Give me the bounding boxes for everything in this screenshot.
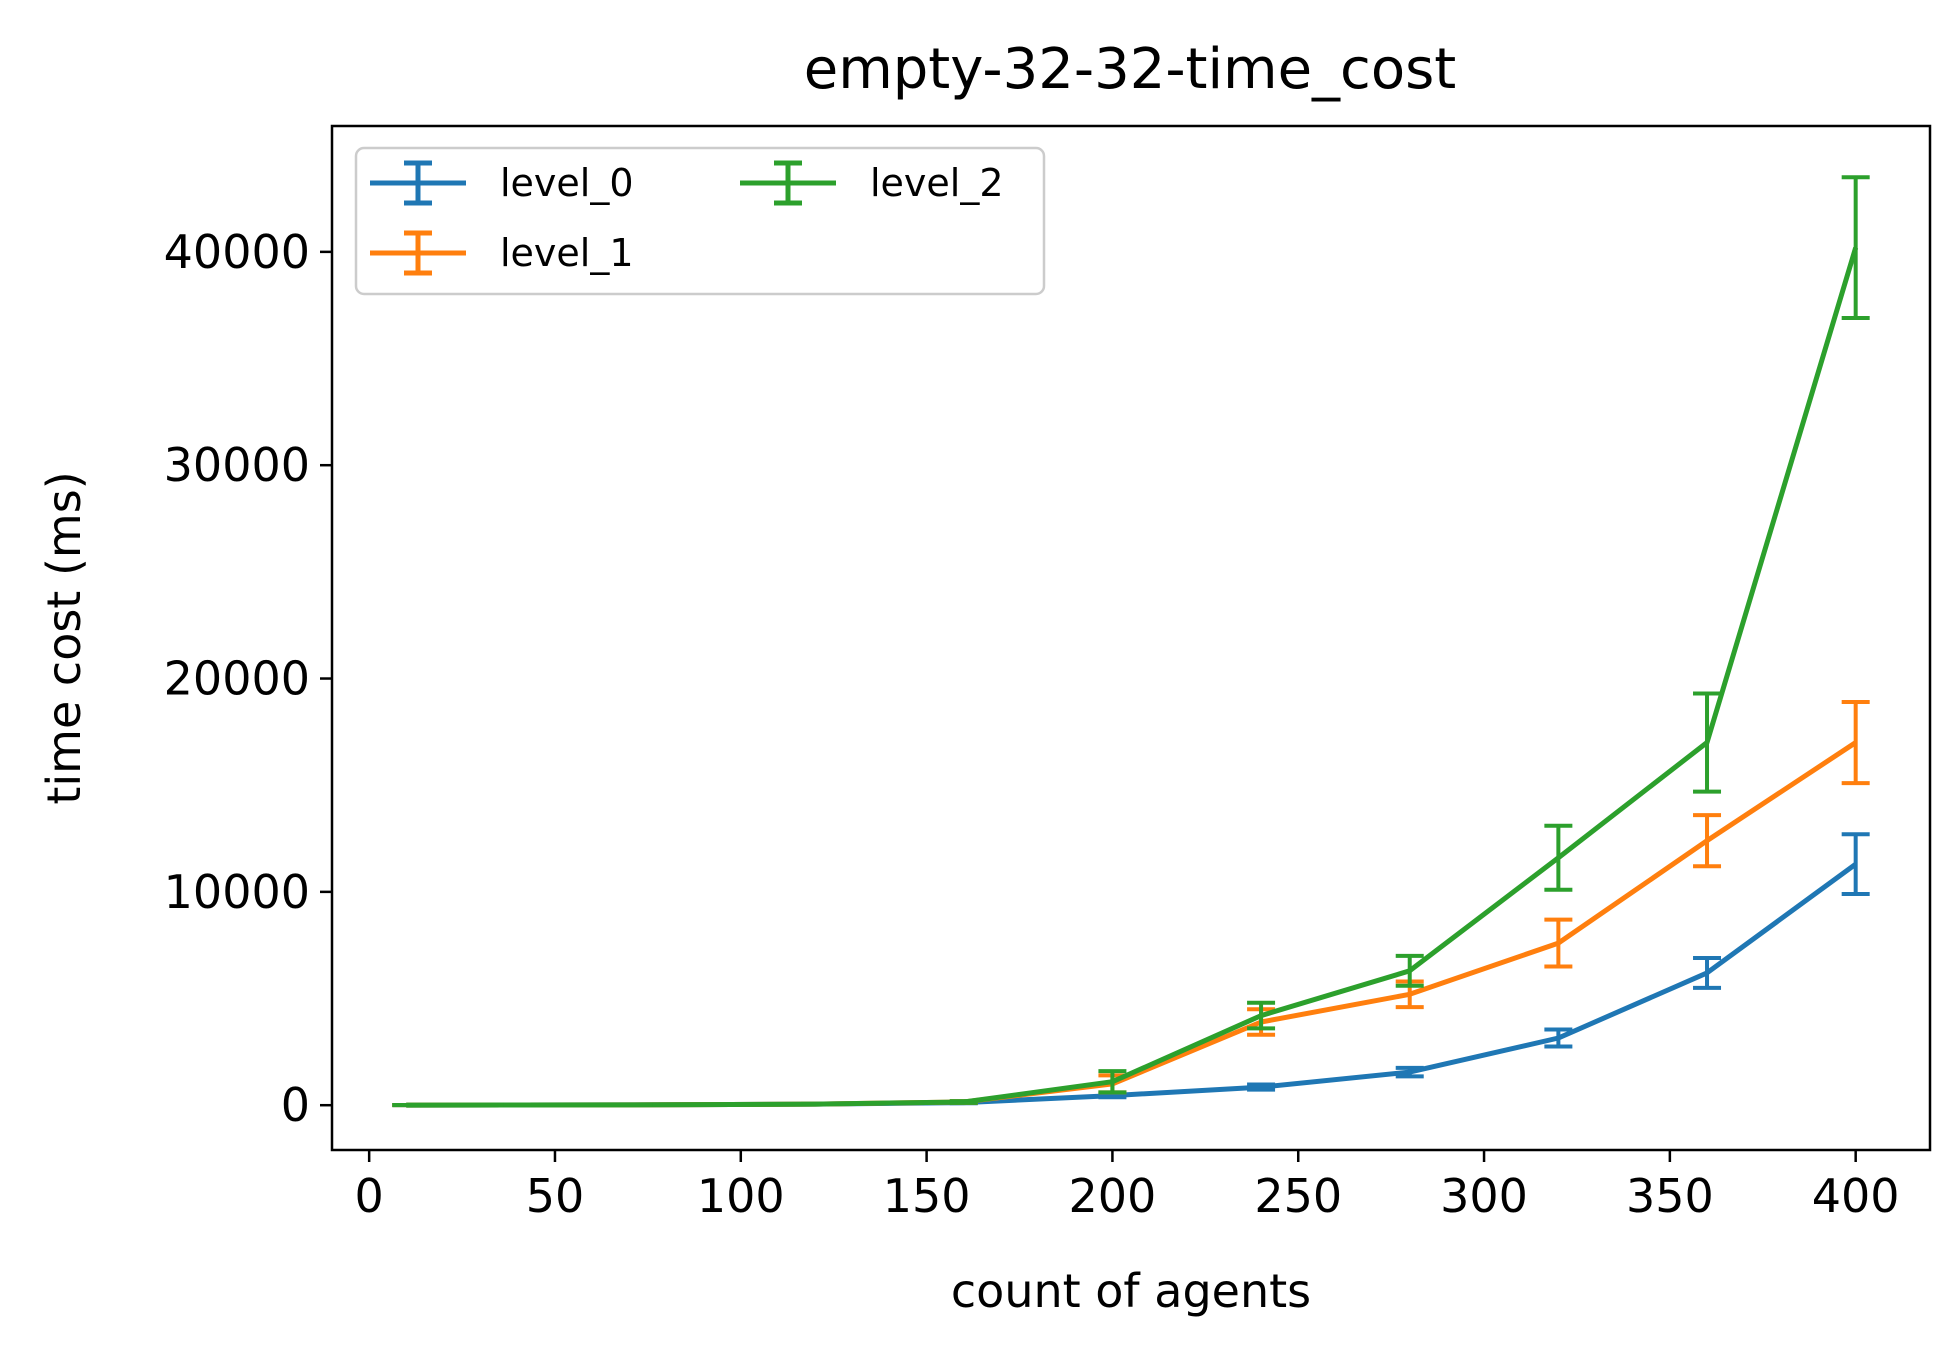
error-bar-level-0 (1693, 956, 1722, 990)
x-tick-label: 300 (1440, 1169, 1528, 1223)
error-bar-level-2 (1544, 823, 1573, 892)
error-bar-level-0 (1098, 1091, 1127, 1100)
error-bar-level-0 (1841, 832, 1870, 896)
legend-entry-level-2: level_2 (740, 160, 1004, 206)
y-tick-label: 30000 (164, 438, 310, 492)
legend-entry-level-0: level_0 (370, 160, 634, 206)
error-bar-level-1 (1841, 700, 1870, 786)
y-tick-label: 0 (281, 1078, 310, 1132)
error-bar-level-1 (1544, 917, 1573, 969)
x-axis-ticks: 0 50 100 150 200 250 300 350 400 (355, 1150, 1900, 1223)
x-tick-label: 400 (1812, 1169, 1900, 1223)
error-bar-level-2 (1247, 1000, 1276, 1031)
legend-entry-level-1: level_1 (370, 230, 634, 276)
x-tick-label: 100 (697, 1169, 785, 1223)
error-bar-level-0 (1395, 1065, 1424, 1079)
legend-label-level-1: level_1 (500, 231, 634, 275)
x-axis-label: count of agents (951, 1264, 1311, 1318)
x-tick-label: 250 (1254, 1169, 1342, 1223)
x-tick-label: 0 (355, 1169, 384, 1223)
chart-title: empty-32-32-time_cost (804, 37, 1457, 102)
error-bar-level-0 (1544, 1027, 1573, 1049)
x-tick-label: 150 (883, 1169, 971, 1223)
x-tick-label: 200 (1069, 1169, 1157, 1223)
y-tick-label: 10000 (164, 865, 310, 919)
error-bar-level-2 (1098, 1069, 1127, 1095)
legend: level_0 level_1 level_2 (354, 146, 1046, 296)
legend-label-level-0: level_0 (500, 161, 634, 205)
error-bar-level-2 (949, 1099, 978, 1105)
y-tick-label: 20000 (164, 652, 310, 706)
y-tick-label: 40000 (164, 225, 310, 279)
legend-label-level-2: level_2 (870, 161, 1004, 205)
plot-frame (330, 124, 1932, 1152)
error-bar-level-2 (1693, 691, 1722, 794)
y-axis-label: time cost (ms) (37, 471, 91, 804)
legend-box (354, 146, 1046, 296)
x-tick-label: 350 (1626, 1169, 1714, 1223)
error-bar-level-0 (1247, 1082, 1276, 1092)
y-axis-ticks: 0 10000 20000 30000 40000 (164, 225, 332, 1132)
error-bar-level-2 (1841, 175, 1870, 320)
error-bar-level-2 (1395, 953, 1424, 988)
plot-series (392, 175, 1870, 1108)
error-bar-level-1 (1693, 813, 1722, 869)
x-tick-label: 50 (526, 1169, 585, 1223)
series-level-2 (392, 175, 1870, 1108)
